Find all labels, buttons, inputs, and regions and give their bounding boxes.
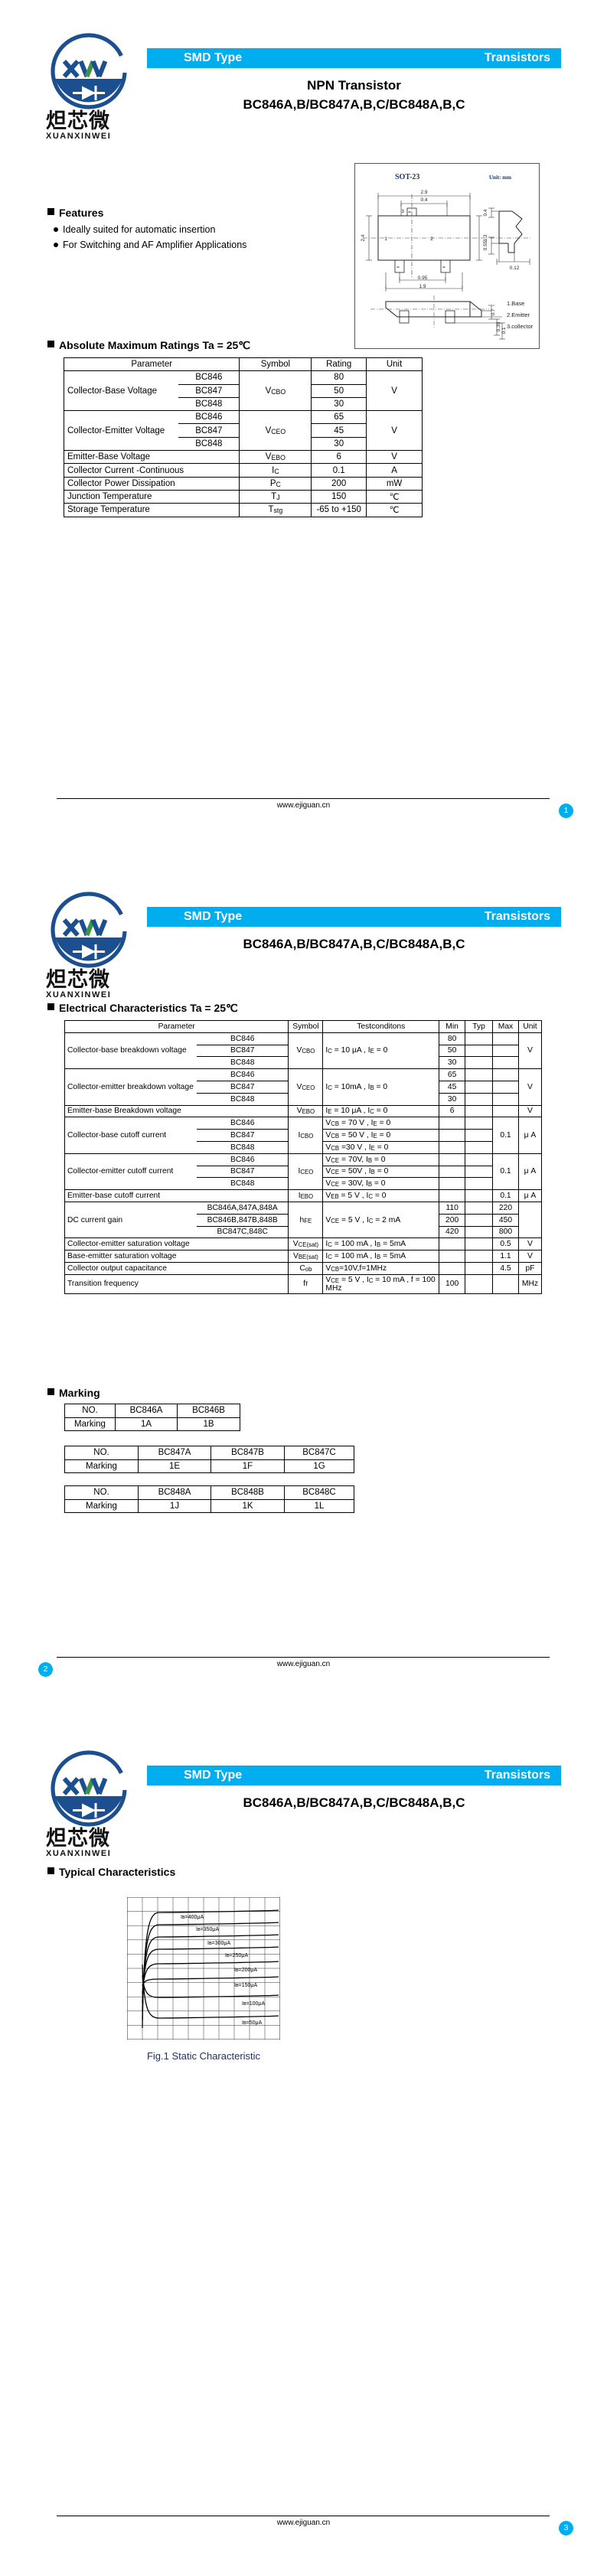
svg-text:3: 3 <box>401 209 404 214</box>
svg-text:0.12: 0.12 <box>510 266 520 271</box>
svg-text:=: = <box>442 266 445 270</box>
svg-text:Iʙ=350μA: Iʙ=350μA <box>196 1927 219 1932</box>
svg-text:1: 1 <box>384 236 387 242</box>
svg-text:Iʙ=150μA: Iʙ=150μA <box>234 1983 257 1988</box>
svg-text:Iʙ=250μA: Iʙ=250μA <box>225 1953 248 1958</box>
svg-text:1.9: 1.9 <box>419 284 426 289</box>
svg-text:=: = <box>408 210 411 215</box>
svg-text:0.7: 0.7 <box>491 308 496 315</box>
svg-text:2: 2 <box>430 236 433 242</box>
svg-text:Iʙ=200μA: Iʙ=200μA <box>234 1968 257 1973</box>
svg-text:Unit: mm: Unit: mm <box>489 174 511 181</box>
svg-text:0.4: 0.4 <box>483 209 488 216</box>
svg-text:Iʙ=400μA: Iʙ=400μA <box>181 1915 204 1920</box>
svg-text:0.55: 0.55 <box>483 240 488 250</box>
svg-text:2.9: 2.9 <box>420 190 427 195</box>
svg-text:2.4: 2.4 <box>361 234 366 241</box>
svg-text:Iʙ=100μA: Iʙ=100μA <box>242 2001 265 2007</box>
svg-text:=: = <box>397 266 400 270</box>
svg-text:SOT-23: SOT-23 <box>395 173 419 181</box>
svg-text:3.collector: 3.collector <box>507 323 534 330</box>
svg-text:0.4: 0.4 <box>420 197 427 203</box>
svg-text:0.1: 0.1 <box>501 327 507 334</box>
svg-text:2.Emitter: 2.Emitter <box>507 311 530 318</box>
svg-text:Iʙ=50μA: Iʙ=50μA <box>242 2020 263 2026</box>
svg-text:0.30: 0.30 <box>496 321 501 331</box>
svg-text:0.95: 0.95 <box>418 276 428 281</box>
svg-text:Iʙ=300μA: Iʙ=300μA <box>207 1941 230 1946</box>
svg-text:1.Base: 1.Base <box>507 300 524 307</box>
